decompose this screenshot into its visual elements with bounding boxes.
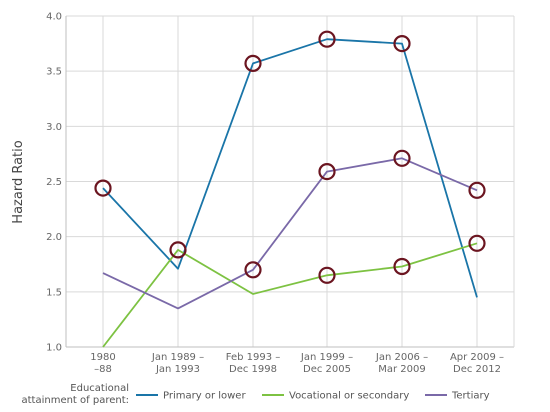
data-point-marker	[169, 241, 187, 259]
data-point-marker	[318, 30, 336, 48]
legend-label: Primary or lower	[163, 391, 246, 402]
x-tick-label: Apr 2009 – Dec 2012	[450, 352, 504, 375]
series-line-1	[102, 38, 478, 298]
legend-label: Tertiary	[451, 391, 490, 402]
series-markers	[94, 30, 486, 284]
y-tick-label: 2.0	[46, 232, 62, 243]
data-point-marker	[393, 149, 411, 167]
x-axis-ticks: 1980 –88 Jan 1989 – Jan 1993 Feb 1993 – Dec 1…	[90, 352, 504, 375]
data-point-marker	[393, 34, 411, 53]
y-tick-label: 1.0	[46, 343, 62, 354]
data-point-marker	[468, 234, 486, 252]
data-point-marker	[244, 261, 262, 279]
data-point-marker	[244, 54, 262, 73]
y-axis-label: Hazard Ratio	[11, 140, 26, 223]
x-tick-label: Jan 2006 – Mar 2009	[375, 352, 428, 375]
data-point-marker	[318, 266, 336, 284]
x-tick-label: 1980 –88	[90, 352, 115, 375]
x-tick-label: Jan 1999 – Dec 2005	[300, 352, 353, 375]
grid	[65, 15, 515, 348]
legend: Educational attainment of parent: Primary …	[21, 383, 489, 406]
series-lines	[102, 38, 478, 348]
data-point-marker	[393, 257, 411, 276]
y-tick-label: 4.0	[46, 12, 62, 23]
legend-title: Educational attainment of parent:	[21, 383, 129, 406]
y-tick-label: 2.5	[46, 177, 62, 188]
series-line-3	[102, 157, 478, 310]
y-tick-label: 1.5	[46, 287, 62, 298]
series-line-2	[102, 242, 478, 348]
legend-label: Vocational or secondary	[289, 391, 409, 402]
data-point-marker	[94, 179, 112, 197]
x-tick-label: Jan 1989 – Jan 1993	[151, 352, 204, 375]
y-tick-label: 3.0	[46, 122, 62, 133]
y-tick-label: 3.5	[46, 67, 62, 78]
data-point-marker	[468, 181, 486, 199]
x-tick-label: Feb 1993 – Dec 1998	[226, 352, 281, 375]
y-axis-ticks: 1.0 1.5 2.0 2.5 3.0 3.5 4.0	[46, 12, 62, 354]
data-point-marker	[318, 163, 336, 181]
